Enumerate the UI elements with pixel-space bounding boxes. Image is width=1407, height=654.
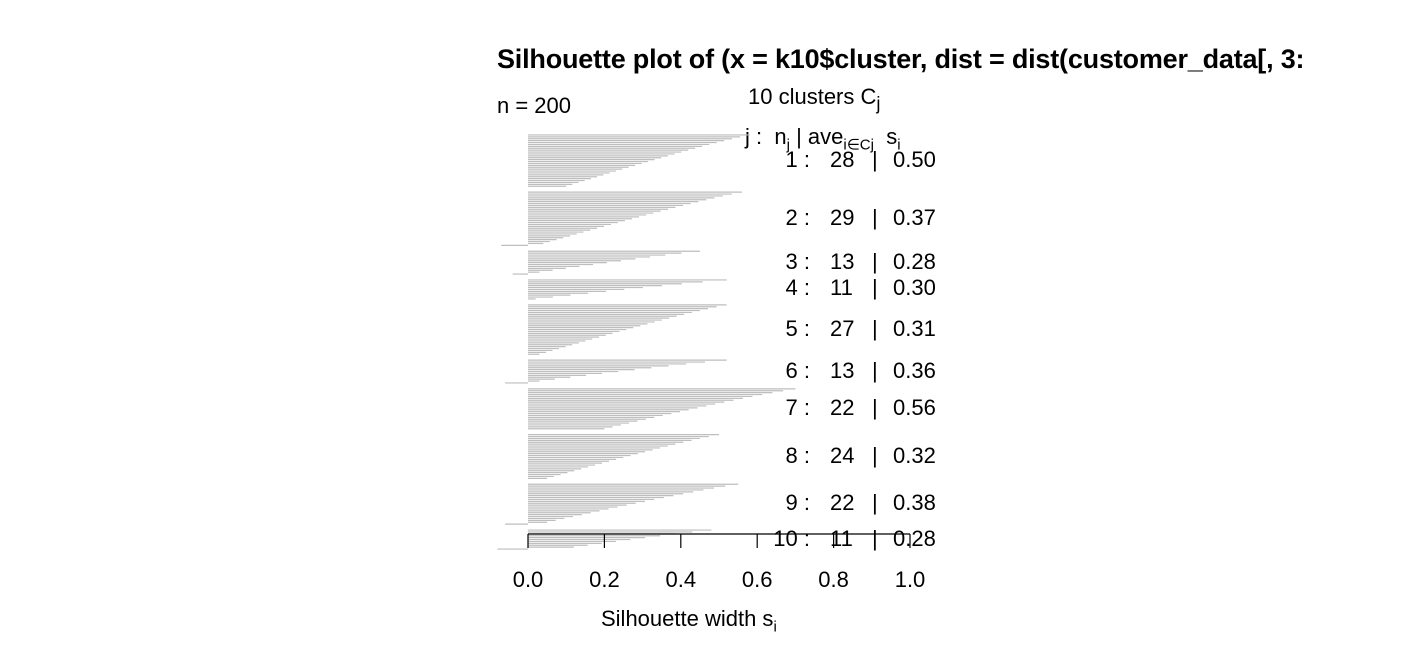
cluster-number: 1 : bbox=[785, 146, 810, 172]
cluster-row-3: 3 : 13 | 0.28 bbox=[740, 249, 970, 277]
cluster-separator: | bbox=[872, 146, 878, 172]
cluster-number: 5 : bbox=[785, 315, 810, 341]
cluster-avg-silhouette: 0.38 bbox=[893, 490, 936, 516]
cluster-number: 8 : bbox=[785, 442, 810, 468]
cluster-size: 13 bbox=[830, 357, 855, 383]
chart-title: Silhouette plot of (x = k10$cluster, dis… bbox=[497, 44, 1305, 74]
cluster-row-2: 2 : 29 | 0.37 bbox=[740, 205, 970, 233]
cluster-size: 24 bbox=[830, 442, 855, 468]
cluster-row-1: 1 : 28 | 0.50 bbox=[740, 147, 970, 175]
cluster-size: 11 bbox=[830, 275, 853, 301]
cluster-separator: | bbox=[872, 442, 878, 468]
header-s-sub: i bbox=[897, 136, 901, 154]
clusters-label-text: 10 clusters C bbox=[748, 84, 877, 109]
cluster-number: 7 : bbox=[785, 394, 810, 420]
cluster-size: 28 bbox=[830, 146, 855, 172]
cluster-number: 3 : bbox=[785, 248, 810, 274]
header-j: j : bbox=[745, 124, 763, 149]
cluster-avg-silhouette: 0.50 bbox=[893, 146, 936, 172]
header-s: s bbox=[886, 124, 898, 149]
n-label: n = 200 bbox=[497, 93, 572, 118]
cluster-separator: | bbox=[872, 275, 878, 301]
x-axis-label-sub: i bbox=[773, 618, 777, 636]
cluster-avg-silhouette: 0.36 bbox=[893, 357, 936, 383]
cluster-avg-silhouette: 0.31 bbox=[893, 315, 936, 341]
cluster-size: 13 bbox=[830, 248, 855, 274]
cluster-avg-silhouette: 0.28 bbox=[893, 525, 936, 551]
cluster-size: 27 bbox=[830, 315, 855, 341]
cluster-separator: | bbox=[872, 394, 878, 420]
cluster-size: 29 bbox=[830, 204, 855, 230]
cluster-size: 11 bbox=[830, 525, 853, 551]
header-n-sub: j bbox=[786, 136, 790, 154]
header-ave-sub: i∈Cj bbox=[843, 136, 874, 154]
cluster-avg-silhouette: 0.28 bbox=[893, 248, 936, 274]
cluster-separator: | bbox=[872, 204, 878, 230]
x-tick-label-2: 0.4 bbox=[666, 567, 697, 592]
x-tick-label-0: 0.0 bbox=[513, 567, 544, 592]
cluster-avg-silhouette: 0.30 bbox=[893, 275, 936, 301]
header-n: n bbox=[774, 124, 787, 149]
cluster-row-6: 6 : 13 | 0.36 bbox=[740, 358, 970, 386]
cluster-number: 2 : bbox=[785, 204, 810, 230]
cluster-size: 22 bbox=[830, 394, 855, 420]
cluster-avg-silhouette: 0.37 bbox=[893, 204, 936, 230]
cluster-separator: | bbox=[872, 525, 878, 551]
cluster-number: 4 : bbox=[785, 275, 810, 301]
clusters-label: 10 clusters Cj bbox=[748, 84, 880, 114]
cluster-avg-silhouette: 0.32 bbox=[893, 442, 936, 468]
x-tick-label-3: 0.6 bbox=[742, 567, 773, 592]
cluster-row-10: 10 : 11 | 0.28 bbox=[740, 526, 970, 554]
cluster-number: 9 : bbox=[785, 490, 810, 516]
cluster-separator: | bbox=[872, 248, 878, 274]
cluster-separator: | bbox=[872, 490, 878, 516]
cluster-number: 10 : bbox=[773, 525, 810, 551]
column-header: j : nj | avei∈Cj si bbox=[745, 124, 901, 153]
cluster-separator: | bbox=[872, 315, 878, 341]
x-tick-label-1: 0.2 bbox=[589, 567, 620, 592]
cluster-row-7: 7 : 22 | 0.56 bbox=[740, 395, 970, 423]
clusters-label-sub: j bbox=[876, 92, 881, 114]
x-tick-label-5: 1.0 bbox=[895, 567, 926, 592]
cluster-row-8: 8 : 24 | 0.32 bbox=[740, 443, 970, 471]
cluster-avg-silhouette: 0.56 bbox=[893, 394, 936, 420]
header-ave: | ave bbox=[796, 124, 844, 149]
x-axis-label-text: Silhouette width s bbox=[601, 606, 774, 631]
x-tick-label-4: 0.8 bbox=[818, 567, 849, 592]
cluster-separator: | bbox=[872, 357, 878, 383]
cluster-row-9: 9 : 22 | 0.38 bbox=[740, 490, 970, 518]
cluster-row-5: 5 : 27 | 0.31 bbox=[740, 316, 970, 344]
x-axis-label: Silhouette width si bbox=[601, 606, 777, 635]
cluster-number: 6 : bbox=[785, 357, 810, 383]
cluster-size: 22 bbox=[830, 490, 855, 516]
cluster-row-4: 4 : 11 | 0.30 bbox=[740, 275, 970, 303]
